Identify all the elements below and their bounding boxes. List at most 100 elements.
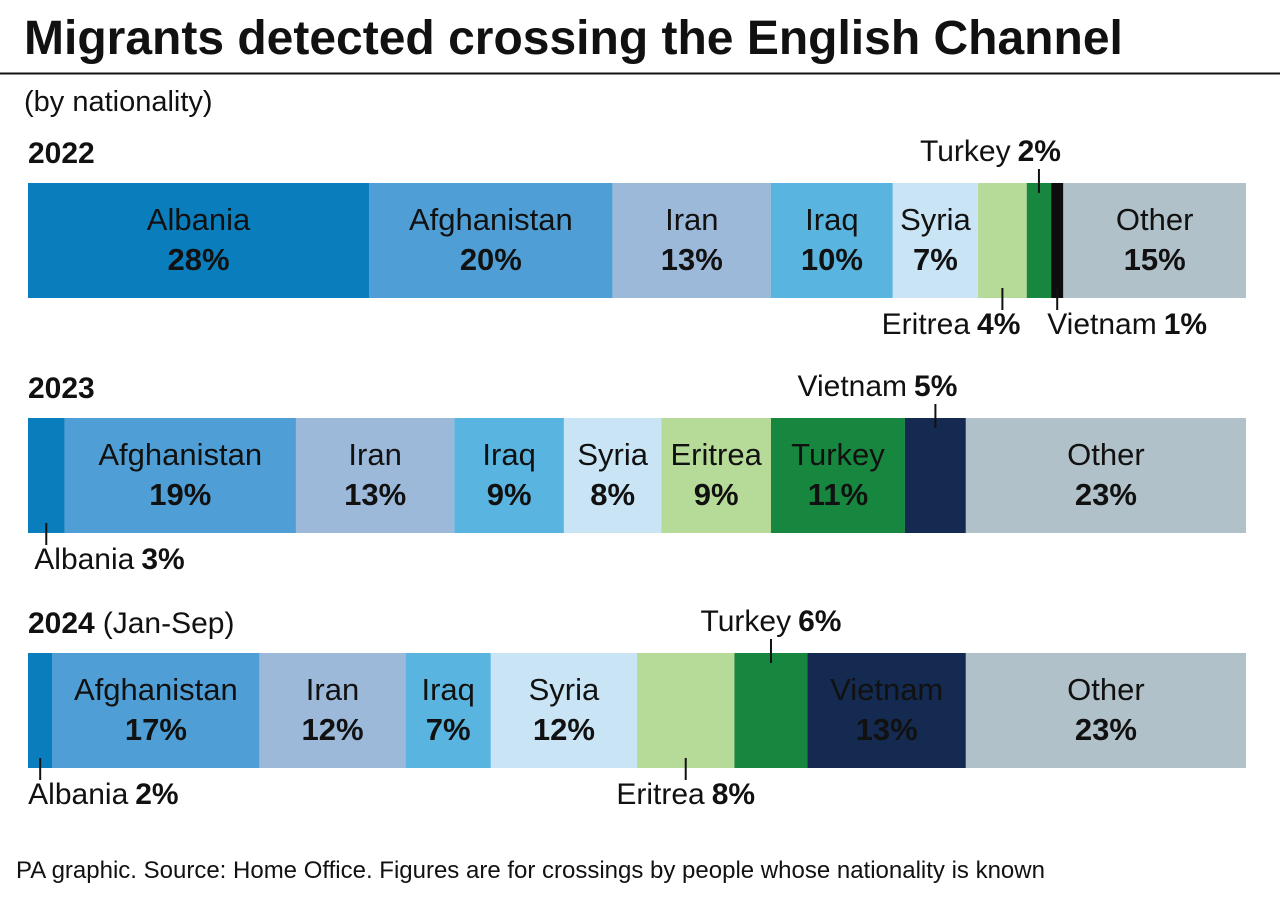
value-label: 20% <box>460 242 522 277</box>
bar-segment <box>28 653 53 768</box>
bar-segment <box>892 183 979 298</box>
segment-name: Syria <box>900 202 971 237</box>
year-label: 2023 <box>28 372 95 405</box>
value-label: 13% <box>661 242 723 277</box>
bar-segment <box>405 653 491 768</box>
source-note: PA graphic. Source: Home Office. Figures… <box>16 857 1045 884</box>
segment-name: Turkey <box>920 135 1011 168</box>
bar-segment <box>52 653 260 768</box>
value-label: 23% <box>1075 712 1137 747</box>
segment-name: Iran <box>306 672 359 707</box>
segment-name: Eritrea <box>616 778 705 811</box>
segment-name: Afghanistan <box>409 202 573 237</box>
value-label: 9% <box>694 477 739 512</box>
year-label: 2022 <box>28 137 95 170</box>
value-label: 3% <box>141 543 184 576</box>
bar-segment <box>661 418 771 533</box>
bar-segment <box>28 183 370 298</box>
bar-segment <box>454 418 564 533</box>
bar-segment <box>295 418 455 533</box>
bar-segment <box>770 418 905 533</box>
segment-name: Turkey <box>701 605 792 638</box>
value-label: 5% <box>914 370 957 403</box>
bar-segment <box>965 653 1246 768</box>
bar-segment <box>965 418 1246 533</box>
segment-name: Syria <box>577 437 648 472</box>
value-label: 11% <box>808 477 868 512</box>
segment-name: Iraq <box>482 437 535 472</box>
bar-segment <box>904 418 966 533</box>
value-label: 19% <box>149 477 211 512</box>
segment-name: Eritrea <box>882 308 971 341</box>
bar-title: 2022 <box>28 137 95 170</box>
value-label: 1% <box>1164 308 1207 341</box>
bar-segment <box>978 183 1027 298</box>
bar-segment <box>807 653 966 768</box>
callout-label: Vietnam 1% <box>1047 308 1207 341</box>
bar-segment <box>563 418 662 533</box>
value-label: 9% <box>487 477 532 512</box>
bar-segment <box>1051 183 1064 298</box>
value-label: 17% <box>125 712 187 747</box>
bar-segment <box>637 653 735 768</box>
bar-segment <box>490 653 637 768</box>
bar-segment <box>612 183 771 298</box>
bar-segment <box>369 183 613 298</box>
segment-name: Iran <box>348 437 401 472</box>
callout-label: Turkey 2% <box>920 135 1061 168</box>
bar-segment <box>64 418 296 533</box>
segment-name: Other <box>1116 202 1194 237</box>
bar-segment <box>734 653 808 768</box>
value-label: 8% <box>590 477 635 512</box>
callout-label: Albania 2% <box>28 778 178 811</box>
bar-segment <box>1063 183 1246 298</box>
segment-name: Turkey <box>791 437 885 472</box>
callout-label: Albania 3% <box>34 543 184 576</box>
callout-label: Vietnam 5% <box>798 370 958 403</box>
segment-name: Vietnam <box>830 672 943 707</box>
segment-name: Vietnam <box>798 370 908 403</box>
value-label: 12% <box>301 712 363 747</box>
value-label: 13% <box>344 477 406 512</box>
bar-segment <box>770 183 893 298</box>
value-label: 2% <box>135 778 178 811</box>
year-label: 2024 <box>28 607 95 640</box>
segment-name: Afghanistan <box>98 437 262 472</box>
segment-name: Other <box>1067 437 1145 472</box>
chart-title: Migrants detected crossing the English C… <box>24 12 1123 65</box>
value-label: 2% <box>1018 135 1061 168</box>
value-label: 4% <box>977 308 1020 341</box>
value-label: 10% <box>801 242 863 277</box>
bar-segment <box>28 418 65 533</box>
callout-label: Eritrea 4% <box>882 308 1021 341</box>
segment-name: Eritrea <box>671 437 763 472</box>
value-label: 13% <box>856 712 918 747</box>
segment-name: Afghanistan <box>74 672 238 707</box>
segment-name: Albania <box>34 543 134 576</box>
year-note: (Jan-Sep) <box>103 607 235 640</box>
bar-title: 2023 <box>28 372 95 405</box>
segment-name: Other <box>1067 672 1145 707</box>
value-label: 28% <box>167 242 229 277</box>
segment-name: Iraq <box>805 202 858 237</box>
segment-name: Albania <box>28 778 128 811</box>
segment-name: Iraq <box>421 672 474 707</box>
segment-name: Syria <box>529 672 600 707</box>
bar-segment <box>259 653 406 768</box>
callout-label: Turkey 6% <box>701 605 842 638</box>
value-label: 8% <box>712 778 755 811</box>
segment-name: Iran <box>665 202 718 237</box>
segment-name: Vietnam <box>1047 308 1157 341</box>
value-label: 7% <box>913 242 958 277</box>
value-label: 15% <box>1124 242 1186 277</box>
bar-title: 2024 (Jan-Sep) <box>28 607 234 640</box>
callout-label: Eritrea 8% <box>616 778 755 811</box>
chart-subtitle: (by nationality) <box>24 86 213 118</box>
value-label: 6% <box>798 605 841 638</box>
value-label: 7% <box>426 712 471 747</box>
segment-name: Albania <box>147 202 251 237</box>
value-label: 12% <box>533 712 595 747</box>
bar-segment <box>1026 183 1052 298</box>
value-label: 23% <box>1075 477 1137 512</box>
